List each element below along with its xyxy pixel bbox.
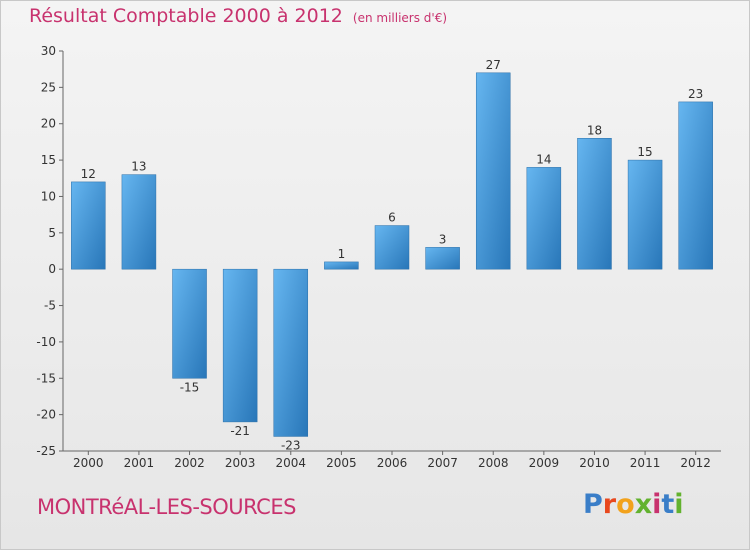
commune-name: MONTRéAL-LES-SOURCES xyxy=(37,495,296,519)
x-tick-label: 2002 xyxy=(174,456,205,470)
x-tick-label: 2001 xyxy=(124,456,155,470)
bars xyxy=(71,72,713,437)
chart-title-text: Résultat Comptable 2000 à 2012 xyxy=(29,5,343,27)
bar-2006[interactable] xyxy=(374,225,410,270)
data-label-2004: -23 xyxy=(281,438,301,452)
logo-letter: r xyxy=(602,489,617,520)
bar-2003[interactable] xyxy=(222,268,258,423)
bar-2011[interactable] xyxy=(627,159,663,270)
axes: 30 25 20 15 10 5 0 -5 -10 -15 -20 -25 2000 2001 2002 20… xyxy=(36,44,721,470)
chart-subtitle: (en milliers d'€) xyxy=(352,11,448,25)
x-tick-label: 2010 xyxy=(579,456,610,470)
data-label-2003: -21 xyxy=(230,424,250,438)
data-label-2002: -15 xyxy=(180,380,200,394)
x-tick-label: 2000 xyxy=(73,456,104,470)
data-label-2011: 15 xyxy=(637,145,652,159)
logo-letter: x xyxy=(634,489,653,520)
data-label-2000: 12 xyxy=(81,167,96,181)
y-tick-label: -10 xyxy=(36,335,56,349)
x-tick-label: 2007 xyxy=(427,456,458,470)
data-label-2012: 23 xyxy=(688,87,703,101)
logo-letter: t xyxy=(661,489,675,520)
x-tick-label: 2005 xyxy=(326,456,357,470)
y-tick-label: -15 xyxy=(36,371,56,385)
logo-letter: o xyxy=(616,489,635,520)
data-label-2010: 18 xyxy=(587,123,602,137)
y-tick-label: 20 xyxy=(41,117,56,131)
y-tick-label: -5 xyxy=(44,299,56,313)
x-tick-label: 2004 xyxy=(275,456,306,470)
bar-2009[interactable] xyxy=(526,167,562,270)
bar-2004[interactable] xyxy=(273,268,309,437)
y-tick-label: -20 xyxy=(36,408,56,422)
data-labels: 12 13 -15 -21 -23 1 6 3 27 14 18 15 23 xyxy=(81,58,704,453)
bar-2012[interactable] xyxy=(678,101,713,270)
y-tick-label: 30 xyxy=(41,44,56,58)
data-label-2005: 1 xyxy=(338,247,346,261)
y-tick-label: -25 xyxy=(36,444,56,458)
y-tick-label: 15 xyxy=(41,153,56,167)
bar-2008[interactable] xyxy=(475,72,511,270)
x-tick-label: 2008 xyxy=(478,456,509,470)
bar-2002[interactable] xyxy=(172,268,207,379)
x-tick-label: 2011 xyxy=(630,456,661,470)
data-label-2009: 14 xyxy=(536,152,551,166)
bar-2007[interactable] xyxy=(425,247,460,270)
y-tick-label: 25 xyxy=(41,80,56,94)
data-label-2001: 13 xyxy=(131,160,146,174)
logo-letter: P xyxy=(583,489,603,520)
bar-2001[interactable] xyxy=(121,174,157,270)
x-tick-label: 2006 xyxy=(377,456,408,470)
chart-title: Résultat Comptable 2000 à 2012 (en millie… xyxy=(29,5,447,27)
y-tick-label: 5 xyxy=(48,226,56,240)
x-tick-label: 2003 xyxy=(225,456,256,470)
data-label-2007: 3 xyxy=(439,232,447,246)
bar-2010[interactable] xyxy=(577,138,612,270)
y-tick-label: 0 xyxy=(48,262,56,276)
bar-2005[interactable] xyxy=(324,261,359,270)
bar-2000[interactable] xyxy=(71,181,106,270)
x-tick-label: 2012 xyxy=(680,456,711,470)
logo-letter: i xyxy=(674,489,684,520)
proxiti-logo[interactable]: Proxiti xyxy=(583,489,684,520)
logo-letter: i xyxy=(652,489,662,520)
data-label-2006: 6 xyxy=(388,211,396,225)
data-label-2008: 27 xyxy=(486,58,501,72)
y-tick-label: 10 xyxy=(41,189,56,203)
x-tick-label: 2009 xyxy=(529,456,560,470)
